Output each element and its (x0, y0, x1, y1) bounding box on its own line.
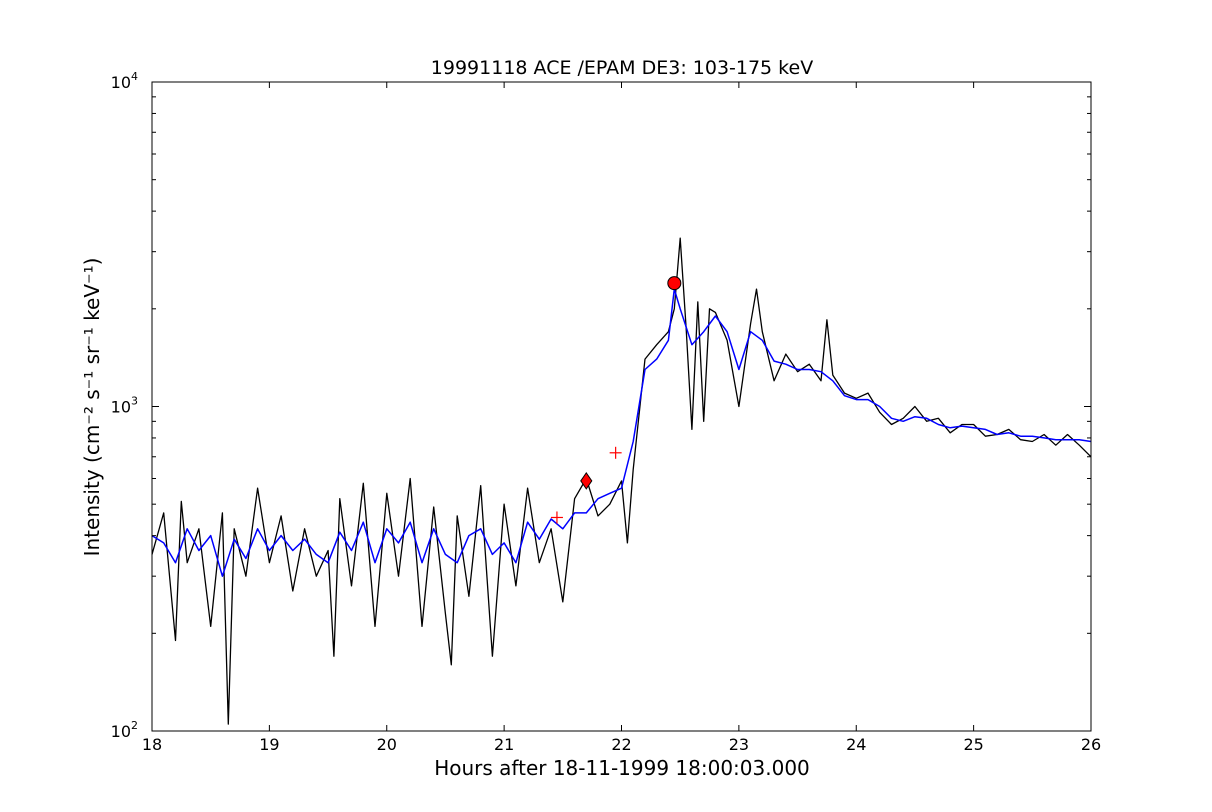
event-marker-diamond-2 (580, 471, 593, 490)
x-tick-label: 25 (963, 735, 983, 754)
tick-layer: 18 19 20 21 22 23 24 25 26 102 103 104 (111, 70, 1102, 754)
y-tick-label: 102 (111, 719, 138, 741)
x-tick-label: 20 (377, 735, 397, 754)
series-line-1 (151, 237, 1092, 725)
x-tick-label: 18 (142, 735, 162, 754)
x-tick-label: 19 (259, 735, 279, 754)
event-marker-plus-1 (550, 511, 563, 524)
y-tick-label: 103 (111, 395, 138, 417)
series-layer (151, 237, 1092, 725)
x-tick-label: 24 (846, 735, 866, 754)
marker-layer (550, 276, 682, 524)
y-tick-label: 104 (111, 70, 138, 92)
y-axis-label: Intensity (cm⁻² s⁻¹ sr⁻¹ keV⁻¹) (80, 258, 104, 557)
event-marker-plus-3 (609, 446, 622, 459)
plot-area: 18 19 20 21 22 23 24 25 26 102 103 104 (111, 70, 1102, 754)
x-tick-label: 23 (729, 735, 749, 754)
x-tick-label: 26 (1081, 735, 1101, 754)
series-line-2 (151, 288, 1092, 577)
x-tick-label: 22 (611, 735, 631, 754)
event-marker-circle-4 (667, 276, 682, 291)
x-axis-label: Hours after 18-11-1999 18:00:03.000 (434, 756, 810, 780)
x-tick-label: 21 (494, 735, 514, 754)
chart-title: 19991118 ACE /EPAM DE3: 103-175 keV (431, 57, 813, 79)
